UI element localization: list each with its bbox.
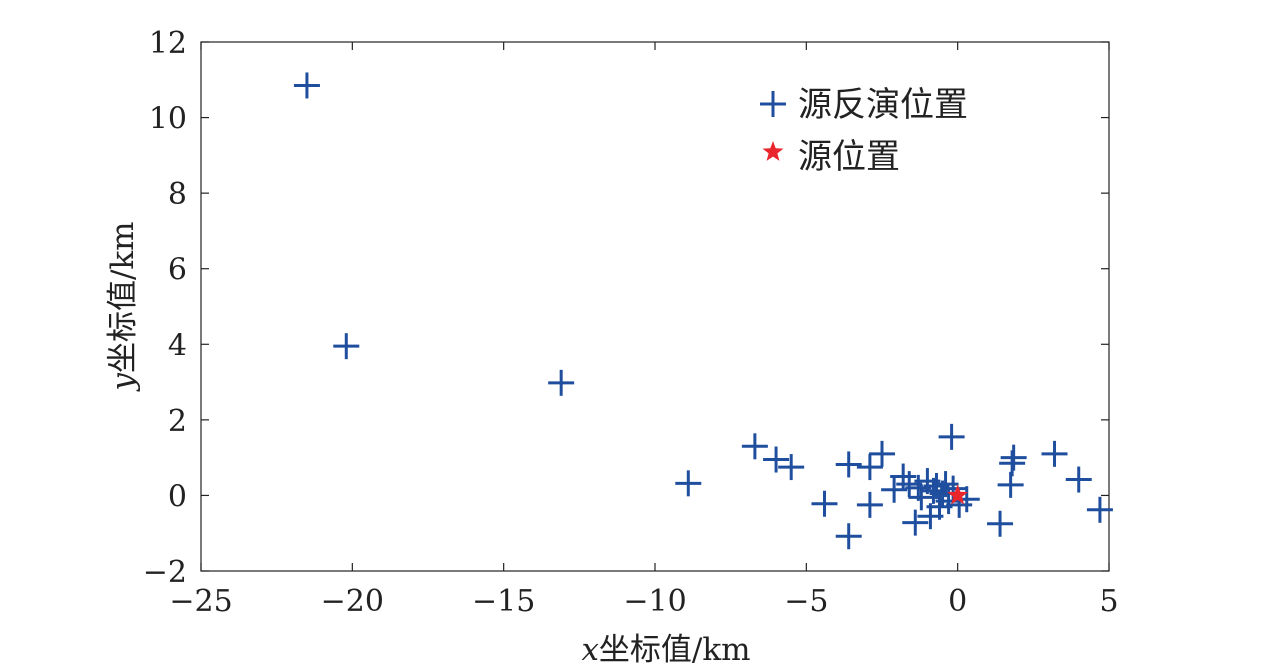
data-point-plus <box>1086 496 1113 523</box>
data-point-plus <box>811 490 838 517</box>
data-point-plus <box>856 491 883 518</box>
plot-frame <box>200 41 1110 572</box>
y-axis-title: y坐标值/km <box>105 221 141 392</box>
legend-plus-icon <box>760 91 786 117</box>
y-tick-label: 8 <box>168 177 187 212</box>
legend-marker-plus <box>760 91 786 117</box>
x-tick-label: −25 <box>169 584 232 619</box>
legend-star-icon <box>762 141 784 161</box>
data-point-plus <box>741 433 768 460</box>
data-point-plus <box>999 450 1026 477</box>
data-point-plus <box>333 333 360 360</box>
data-point-plus <box>1065 466 1092 493</box>
y-tick-label: 12 <box>149 26 187 61</box>
data-point-plus <box>548 369 575 396</box>
data-point-plus <box>675 470 702 497</box>
y-axis-label-text: 坐标值/km <box>105 221 141 373</box>
data-point-plus <box>987 510 1014 537</box>
data-point-plus <box>881 476 908 503</box>
data-point-plus <box>938 423 965 450</box>
y-axis-var: y <box>105 373 141 393</box>
x-tick-label: 5 <box>1099 584 1118 619</box>
x-tick-label: −15 <box>472 584 535 619</box>
legend-label-source: 源位置 <box>798 137 900 177</box>
y-tick-label: −2 <box>143 555 187 590</box>
y-tick-label: 0 <box>168 479 187 514</box>
legend-marker-star <box>762 141 784 161</box>
x-tick-label: −10 <box>623 584 686 619</box>
plot-area <box>200 41 1110 572</box>
data-point-plus <box>1041 440 1068 467</box>
data-point-plus <box>835 523 862 550</box>
data-point-plus <box>778 454 805 481</box>
y-axis-ticks: −2 0 2 4 6 8 10 12 <box>143 26 1109 590</box>
data-point-star <box>947 484 969 505</box>
data-point-plus <box>997 471 1024 498</box>
data-point-plus <box>902 509 929 536</box>
x-axis-var: x <box>581 632 599 668</box>
data-points <box>293 72 1113 550</box>
data-point-plus <box>908 484 935 511</box>
x-axis-title: x坐标值/km <box>581 632 750 668</box>
x-axis-ticks: −25 −20 −15 −10 −5 0 5 <box>169 42 1119 619</box>
x-tick-label: 0 <box>948 584 967 619</box>
legend: 源反演位置 源位置 <box>760 85 968 177</box>
x-tick-label: −20 <box>321 584 384 619</box>
legend-label-inversion: 源反演位置 <box>798 85 968 125</box>
x-axis-label-text: 坐标值/km <box>599 632 751 668</box>
data-point-plus <box>869 440 895 467</box>
y-tick-label: 10 <box>149 102 187 137</box>
x-tick-label: −5 <box>784 584 828 619</box>
data-point-plus <box>293 72 320 99</box>
data-point-plus <box>856 454 883 481</box>
y-tick-label: 6 <box>168 253 187 288</box>
y-tick-label: 2 <box>168 404 187 439</box>
y-tick-label: 4 <box>168 328 187 363</box>
data-point-plus <box>940 475 967 502</box>
data-point-plus <box>1000 444 1027 471</box>
data-point-plus <box>763 446 790 473</box>
data-point-plus <box>835 451 862 478</box>
